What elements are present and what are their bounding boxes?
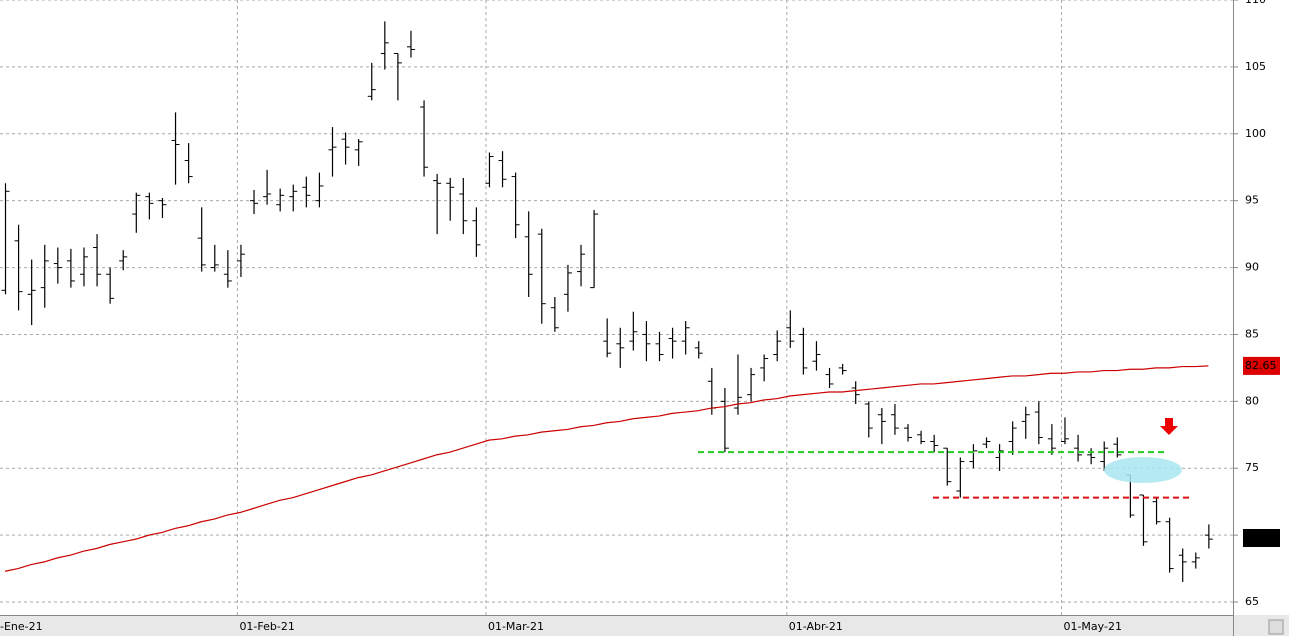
x-tick-label: 01-Feb-21 [239,620,294,633]
price-marker [1243,529,1280,547]
y-tick-label: 80 [1245,394,1259,407]
ma-value-box [1243,356,1280,375]
x-tick-label: 01-Mar-21 [488,620,544,633]
y-tick-label: 110 [1245,0,1266,6]
down-arrow [1160,418,1178,435]
x-tick-label: -Ene-21 [0,620,43,633]
y-tick-label: 100 [1245,127,1266,140]
y-tick-label: 75 [1245,461,1259,474]
moving-average [4,365,1209,572]
x-tick-label: 01-May-21 [1063,620,1121,633]
x-axis-band [0,615,1289,636]
x-tick-label: 01-Abr-21 [789,620,843,633]
highlight-ellipse [1104,457,1182,483]
y-tick-label: 95 [1245,194,1259,207]
corner-icon [1268,619,1284,635]
ma-value-label: 82.65 [1245,359,1277,372]
y-tick-label: 90 [1245,261,1259,274]
y-tick-label: 65 [1245,595,1259,608]
y-tick-label: 85 [1245,327,1259,340]
y-tick-label: 105 [1245,60,1266,73]
